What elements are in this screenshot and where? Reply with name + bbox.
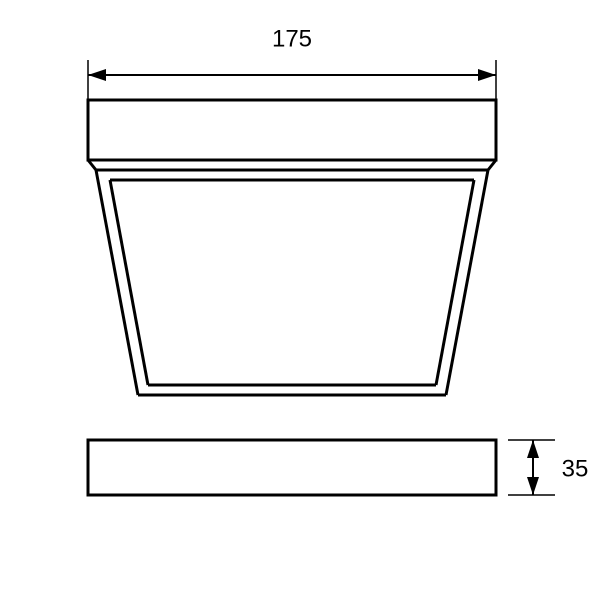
dimension-height-label: 35 <box>562 455 589 482</box>
technical-drawing: 175 35 <box>0 0 600 600</box>
dimension-width-label: 175 <box>272 25 312 52</box>
